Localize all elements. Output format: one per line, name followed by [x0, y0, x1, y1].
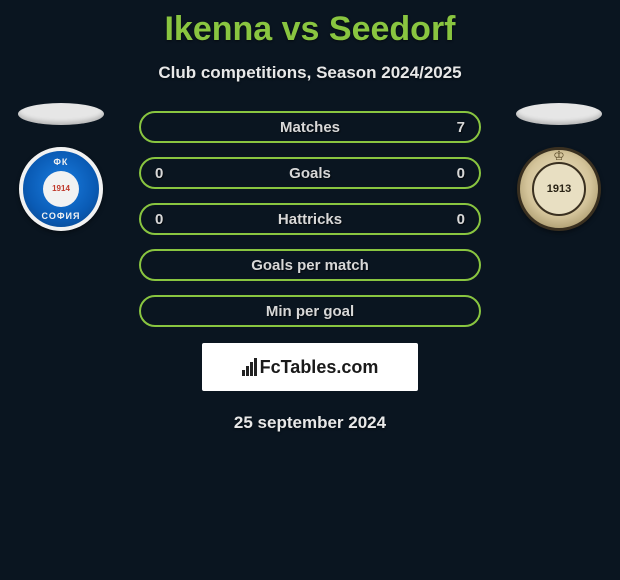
crown-icon: ♔: [553, 148, 565, 164]
stat-row-goals-per-match: Goals per match: [139, 249, 481, 281]
brand-text: FcTables.com: [260, 357, 379, 378]
date-line: 25 september 2024: [0, 413, 620, 433]
player-left-column: ΦК 1914 СОФИЯ: [18, 103, 104, 231]
player-left-avatar-placeholder: [18, 103, 104, 125]
club-left-top-text: ΦК: [54, 157, 69, 167]
club-badge-right: ♔ 1913: [517, 147, 601, 231]
stat-left-value: 0: [155, 165, 167, 182]
stat-right-value: 0: [453, 211, 465, 228]
stat-label: Matches: [280, 119, 340, 136]
brand-strip[interactable]: FcTables.com: [202, 343, 418, 391]
stat-right-value: 7: [453, 119, 465, 136]
club-badge-left: ΦК 1914 СОФИЯ: [19, 147, 103, 231]
subtitle: Club competitions, Season 2024/2025: [0, 63, 620, 83]
stat-row-goals: 0 Goals 0: [139, 157, 481, 189]
player-right-avatar-placeholder: [516, 103, 602, 125]
stat-label: Min per goal: [266, 303, 354, 320]
club-right-year: 1913: [547, 183, 571, 195]
stat-left-value: 0: [155, 211, 167, 228]
comparison-area: ΦК 1914 СОФИЯ ♔ 1913 Matches 7 0 Goals 0…: [0, 111, 620, 327]
player-right-column: ♔ 1913: [516, 103, 602, 231]
stat-label: Goals per match: [251, 257, 369, 274]
stat-row-matches: Matches 7: [139, 111, 481, 143]
stat-label: Hattricks: [278, 211, 342, 228]
stat-row-hattricks: 0 Hattricks 0: [139, 203, 481, 235]
stat-rows: Matches 7 0 Goals 0 0 Hattricks 0 Goals …: [139, 111, 481, 327]
stat-row-min-per-goal: Min per goal: [139, 295, 481, 327]
club-right-inner: 1913: [532, 162, 586, 216]
club-left-year: 1914: [52, 185, 70, 193]
bar-chart-icon: [242, 358, 257, 376]
stat-right-value: 0: [453, 165, 465, 182]
club-left-bottom-text: СОФИЯ: [42, 211, 81, 221]
club-left-center: 1914: [43, 171, 79, 207]
page-title: Ikenna vs Seedorf: [0, 0, 620, 49]
stat-label: Goals: [289, 165, 331, 182]
